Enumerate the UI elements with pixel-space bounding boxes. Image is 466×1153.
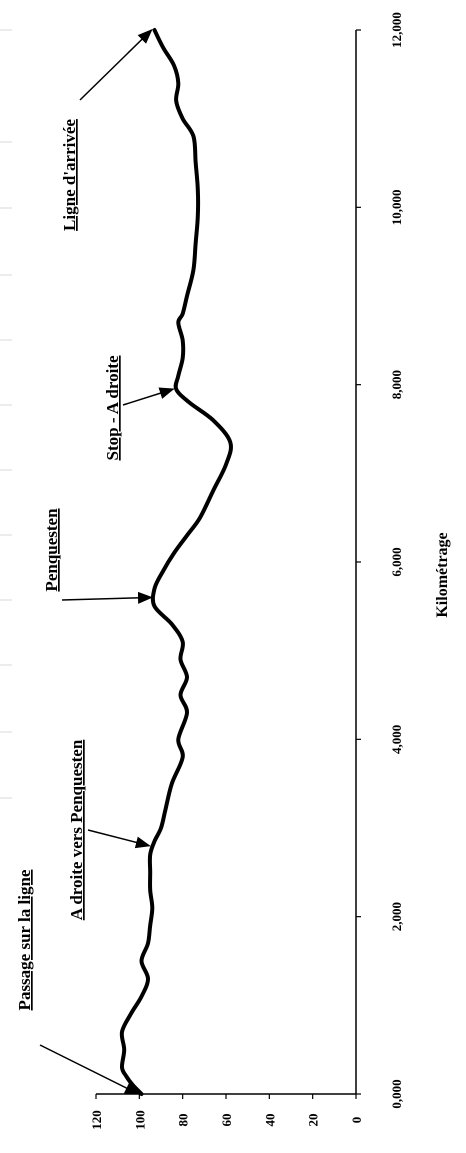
y-tick-label: 40 xyxy=(262,1114,277,1127)
y-tick-label: 80 xyxy=(176,1114,191,1127)
x-tick-label: 10,000 xyxy=(389,189,404,225)
annotation-arrow xyxy=(79,28,153,101)
annotation-label: Ligne d'arrivée xyxy=(60,119,79,231)
y-tick-label: 100 xyxy=(132,1110,147,1130)
annotation-label: Stop - A droite xyxy=(103,355,122,460)
annotation-arrow xyxy=(122,387,175,406)
annotation-label: Penquesten xyxy=(42,508,61,592)
x-axis-title: Kilométrage xyxy=(434,532,451,617)
tick-labels: 0,000 2,000 4,000 6,000 8,000 10,000 12,000 0 20… xyxy=(89,12,404,1130)
annotation-label: A droite vers Penquesten xyxy=(67,739,86,920)
annotation-arrow xyxy=(61,591,153,604)
x-tick-label: 2,000 xyxy=(389,902,404,931)
x-tick-label: 0,000 xyxy=(389,1079,404,1108)
y-tick-label: 20 xyxy=(306,1114,321,1127)
annotation-label: Passage sur la ligne xyxy=(15,869,34,1010)
tick-marks xyxy=(95,29,361,1099)
elevation-series-line xyxy=(119,28,233,1096)
x-tick-label: 6,000 xyxy=(389,547,404,576)
y-tick-label: 120 xyxy=(89,1110,104,1130)
annotation-arrow xyxy=(39,1044,140,1095)
y-tick-label: 60 xyxy=(219,1114,234,1127)
x-tick-label: 4,000 xyxy=(389,725,404,754)
background-grid-lines xyxy=(0,29,12,799)
y-tick-label: 0 xyxy=(349,1117,364,1124)
annotation-arrow xyxy=(87,829,151,849)
x-tick-label: 12,000 xyxy=(389,12,404,48)
x-tick-label: 8,000 xyxy=(389,370,404,399)
annotations: Passage sur la ligne A droite vers Penque… xyxy=(15,28,175,1095)
